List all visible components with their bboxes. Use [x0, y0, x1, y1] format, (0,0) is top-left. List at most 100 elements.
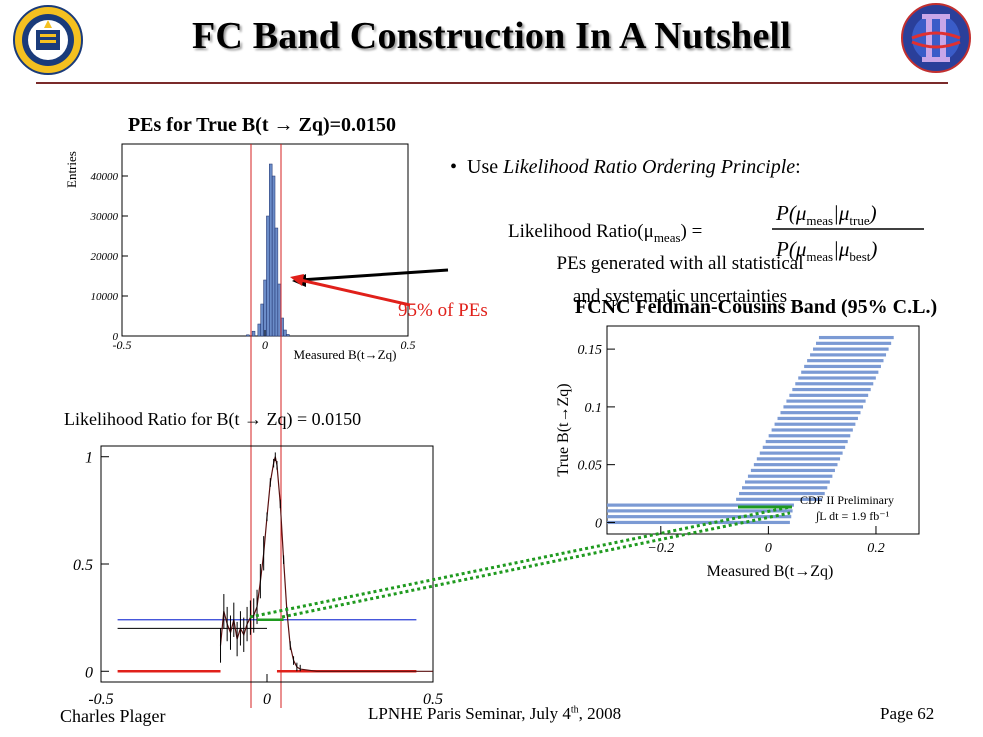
svg-text:P(μmeas|μbest): P(μmeas|μbest): [775, 237, 877, 264]
footer-seminar-end: , 2008: [578, 704, 622, 723]
band-segment: [739, 491, 825, 496]
lr-caption: Likelihood Ratio for B(t → Zq) = 0.0150: [64, 409, 361, 430]
band-segment: [813, 347, 889, 351]
band-segment: [607, 515, 792, 519]
band-annotation-lumi: ∫L dt = 1.9 fb⁻¹: [815, 509, 890, 523]
band-segment: [783, 405, 864, 409]
histogram-ylabel: Entries: [64, 151, 79, 188]
formula-den-b: |μ: [833, 237, 849, 261]
band-segment: [765, 439, 848, 444]
lr-ytick-label: 0: [85, 664, 93, 681]
band-segment: [762, 445, 846, 449]
formula-num-b-sub: true: [849, 213, 869, 228]
band-segment: [804, 364, 881, 369]
band-xlabel: Measured B(t→Zq): [707, 563, 834, 580]
histogram-bar: [257, 323, 261, 337]
band-segment: [607, 520, 790, 525]
band-annotation-cdf: CDF II Preliminary: [800, 493, 894, 507]
likelihood-ratio-chart: 0 0.5 1 -0.5 0 0.5: [73, 445, 443, 708]
page-title: FC Band Construction In A Nutshell: [191, 15, 792, 57]
band-segment: [810, 353, 887, 357]
formula-den-b-sub: best: [849, 249, 870, 264]
formula-num-a-sub: meas: [806, 213, 833, 228]
footer-seminar: LPNHE Paris Seminar, July 4th, 2008: [368, 704, 621, 724]
histogram-bar: [274, 227, 279, 337]
bullet-suffix: :: [795, 156, 801, 178]
cdf-ii-logo: [901, 3, 971, 73]
band-segment: [747, 474, 833, 478]
histogram-ytick-label: 40000: [91, 171, 119, 183]
band-segment: [736, 497, 823, 501]
lr-ytick-label: 1: [85, 450, 93, 467]
histogram-xtick-label: 0.5: [401, 338, 416, 352]
band-ylabel: True B(t→Zq): [555, 383, 572, 476]
band-segment: [753, 463, 838, 467]
histogram-bar: [266, 215, 270, 337]
band-segment: [801, 370, 879, 374]
histogram-bar: [251, 330, 256, 337]
formula-lhs: Likelihood Ratio(μ: [508, 221, 654, 242]
histogram-bar: [283, 329, 287, 337]
pe-histogram-chart: PEs for True B(t → Zq)=0.0150 0 10000 2000…: [64, 114, 416, 362]
histogram-xlabel: Measured B(t→Zq): [294, 347, 397, 362]
pe-note-line1: PEs generated with all statistical: [557, 253, 804, 274]
connector-lower: [281, 511, 791, 619]
band-title: FCNC Feldman-Cousins Band (95% C.L.): [575, 296, 937, 318]
histogram-bar: [286, 334, 290, 337]
connector-upper: [249, 505, 791, 619]
histogram-xtick-label: -0.5: [113, 338, 132, 352]
band-segment: [818, 335, 894, 340]
formula-den-a-sub: meas: [806, 249, 833, 264]
band-segment: [780, 411, 861, 415]
lr-xtick-label: -0.5: [88, 691, 113, 708]
band-segment: [744, 480, 830, 484]
histogram-bar: [271, 175, 276, 337]
red-arrow-head: [290, 274, 304, 286]
formula-den-a: P(μ: [775, 237, 806, 261]
band-xtick-label: 0.2: [867, 541, 885, 556]
footer-author: Charles Plager: [60, 706, 166, 726]
band-segment: [815, 341, 892, 345]
bullet-text: • Use Likelihood Ratio Ordering Principl…: [450, 156, 801, 179]
title-rule: [36, 82, 948, 84]
histogram-ytick-label: 0: [113, 331, 119, 343]
band-xtick-label: 0: [765, 541, 772, 556]
band-segment: [795, 382, 874, 386]
band-xtick-label: −0.2: [647, 541, 674, 556]
band-ytick-label: 0.05: [578, 459, 603, 474]
band-segment: [750, 468, 835, 473]
band-ytick-label: 0.15: [578, 343, 603, 358]
fc-band-chart: FCNC Feldman-Cousins Band (95% C.L.) 0 0.…: [555, 296, 937, 580]
histogram-bar: [263, 279, 267, 337]
band-segment: [789, 393, 869, 397]
lr-xtick-label: 0.5: [423, 691, 443, 708]
footer-page: Page 62: [880, 704, 935, 723]
band-segment: [756, 457, 841, 461]
histogram-ytick-label: 10000: [91, 291, 119, 303]
band-segment: [759, 451, 843, 455]
formula-lhs-sub: meas: [654, 230, 681, 245]
formula-lhs-end: ) =: [681, 221, 703, 242]
bullet-dot: •: [450, 156, 468, 178]
band-segment: [807, 359, 884, 363]
band-ytick-label: 0: [595, 516, 602, 531]
formula-num-b: |μ: [833, 201, 849, 225]
university-seal-logo: [13, 5, 83, 75]
histogram-ytick-label: 30000: [90, 211, 119, 223]
histogram-bar: [277, 283, 281, 337]
bullet-prefix: Use: [467, 156, 504, 178]
histogram-title: PEs for True B(t → Zq)=0.0150: [128, 114, 396, 136]
svg-text:P(μmeas|μtrue): P(μmeas|μtrue): [775, 201, 877, 228]
bullet-italic: Likelihood Ratio Ordering Principle: [503, 156, 796, 178]
histogram-bar: [269, 163, 273, 337]
lr-ytick-label: 0.5: [73, 557, 93, 574]
band-segment: [774, 422, 856, 426]
formula-num-a: P(μ: [775, 201, 806, 225]
lr-frame: [100, 445, 434, 683]
pe-note-line2: and systematic uncertainties: [573, 286, 787, 307]
lr-curve: [219, 456, 433, 672]
footer-seminar-sup: th: [570, 704, 579, 716]
band-segment: [792, 387, 871, 392]
band-segment: [768, 434, 851, 438]
